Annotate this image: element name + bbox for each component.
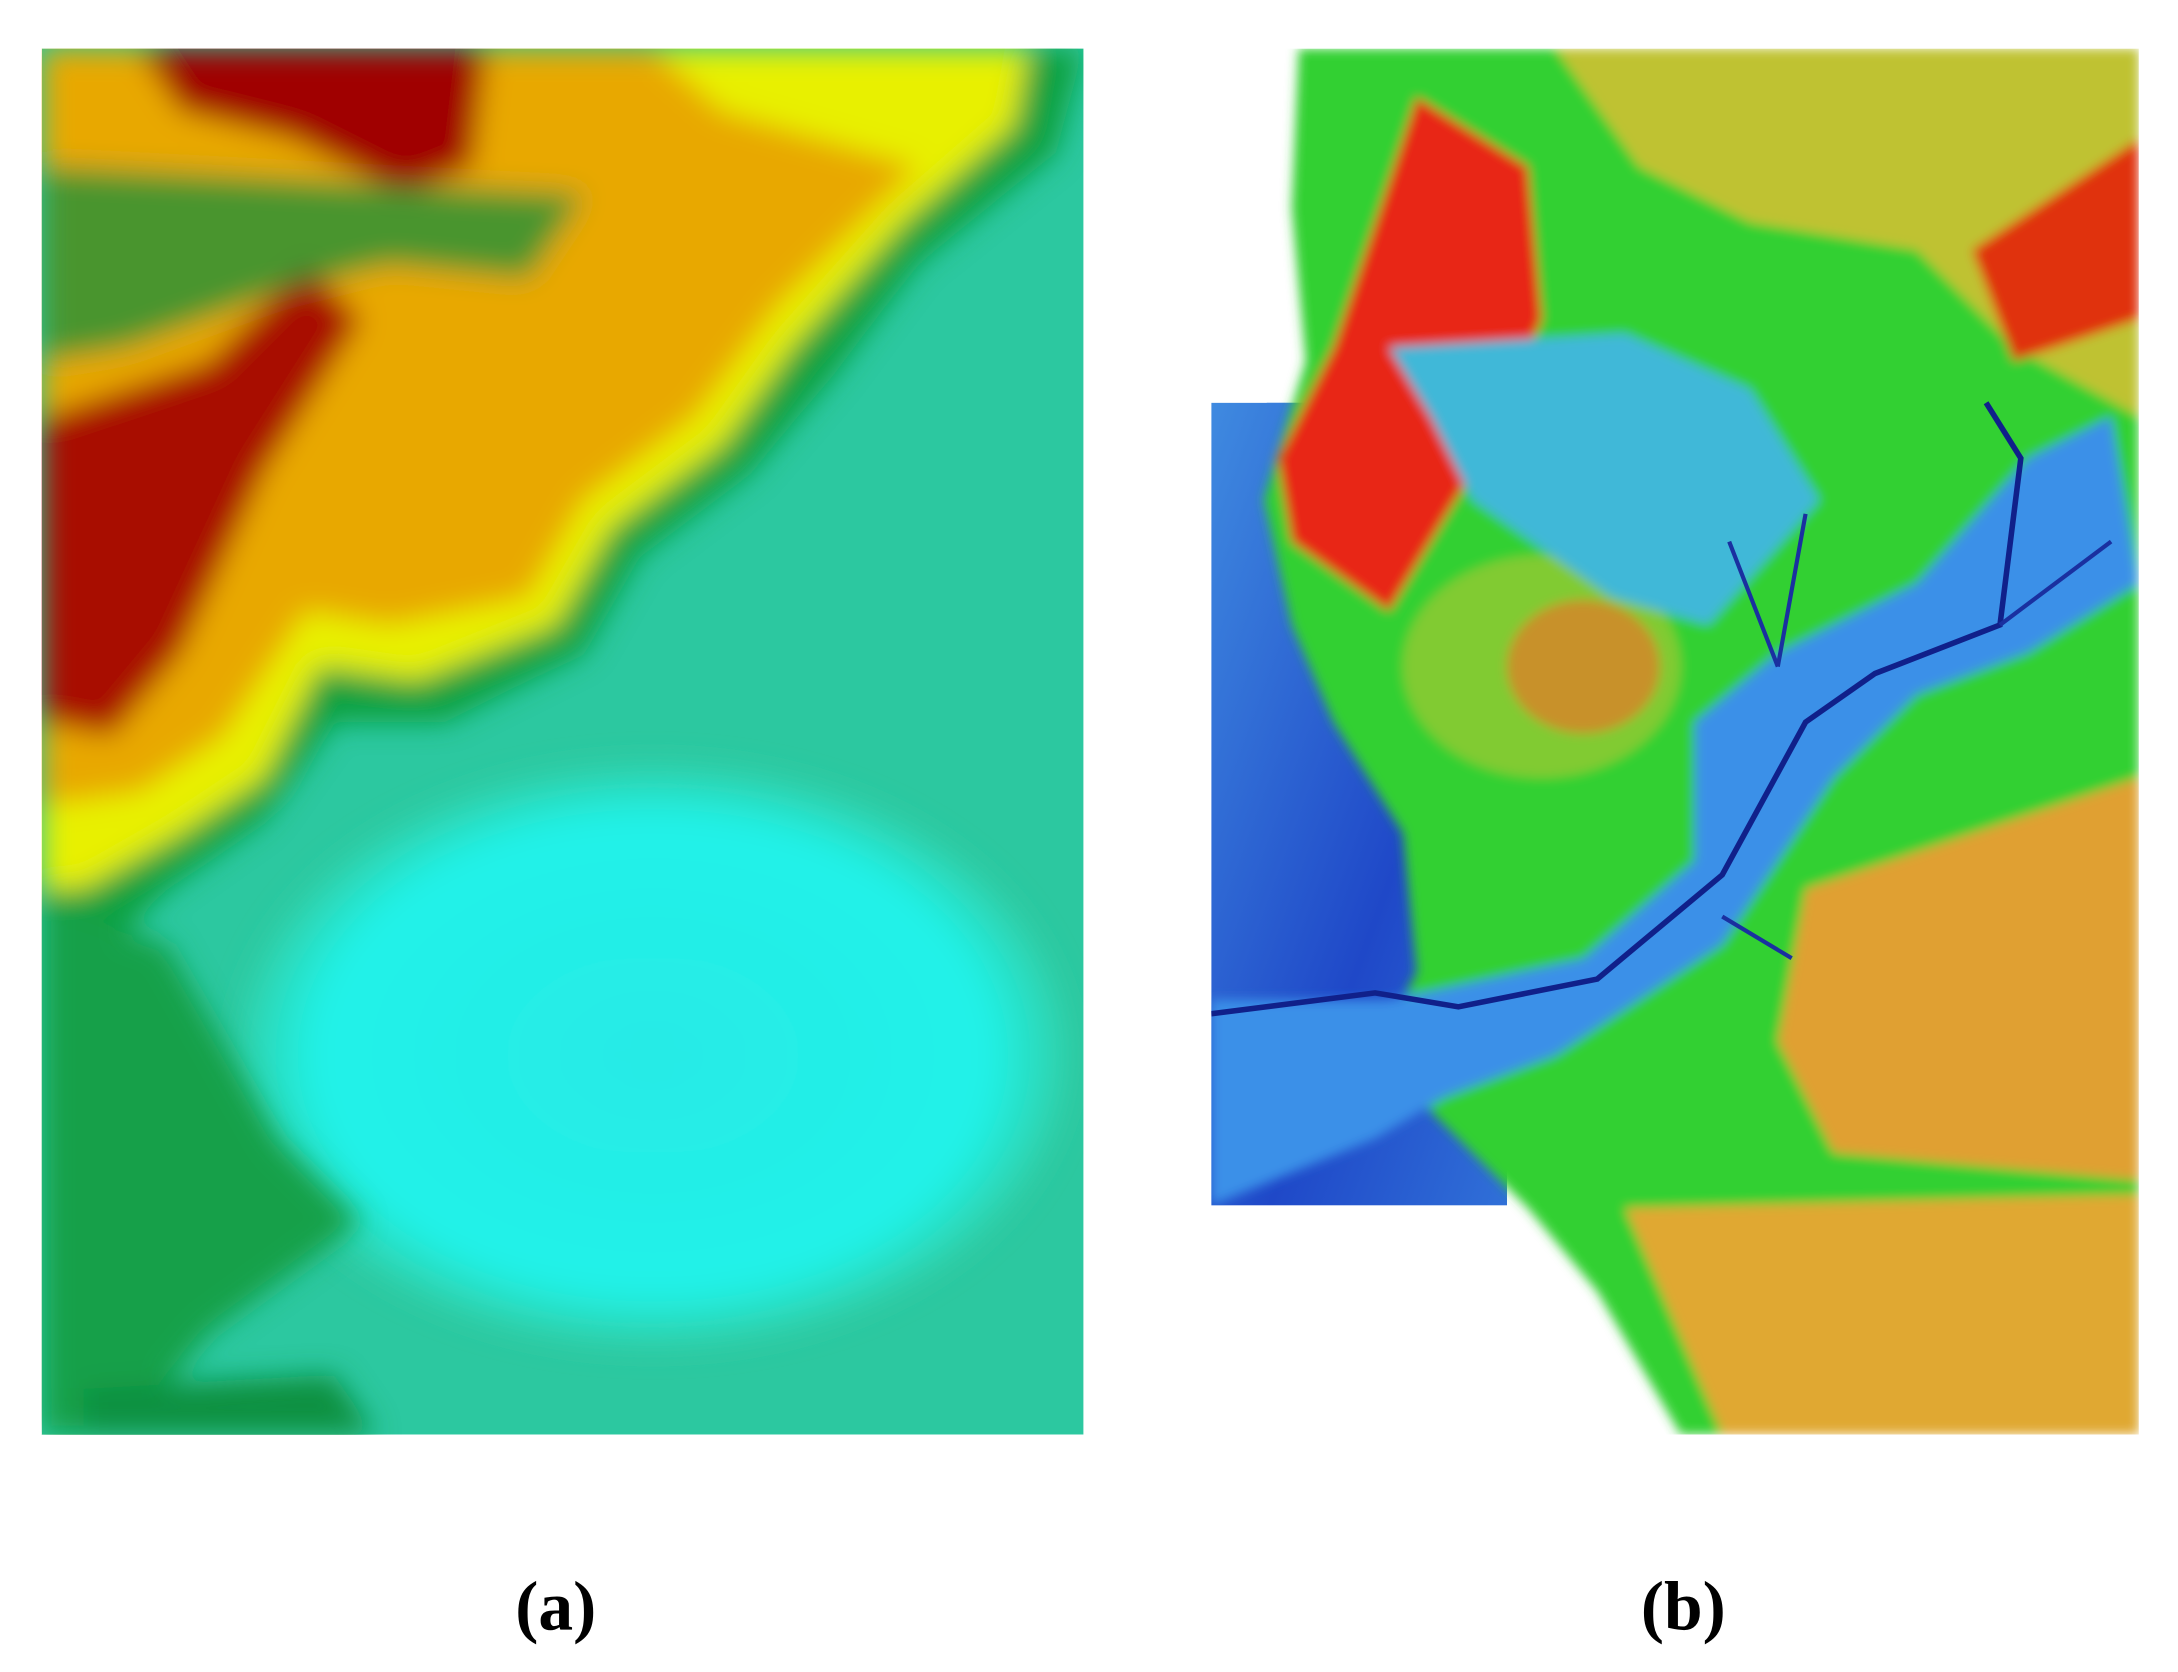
panel-label: (a)	[515, 1569, 596, 1646]
panel-label: (b)	[1641, 1569, 1726, 1646]
panel-b-map	[1211, 48, 2139, 1435]
panel-a-map	[41, 48, 1084, 1435]
